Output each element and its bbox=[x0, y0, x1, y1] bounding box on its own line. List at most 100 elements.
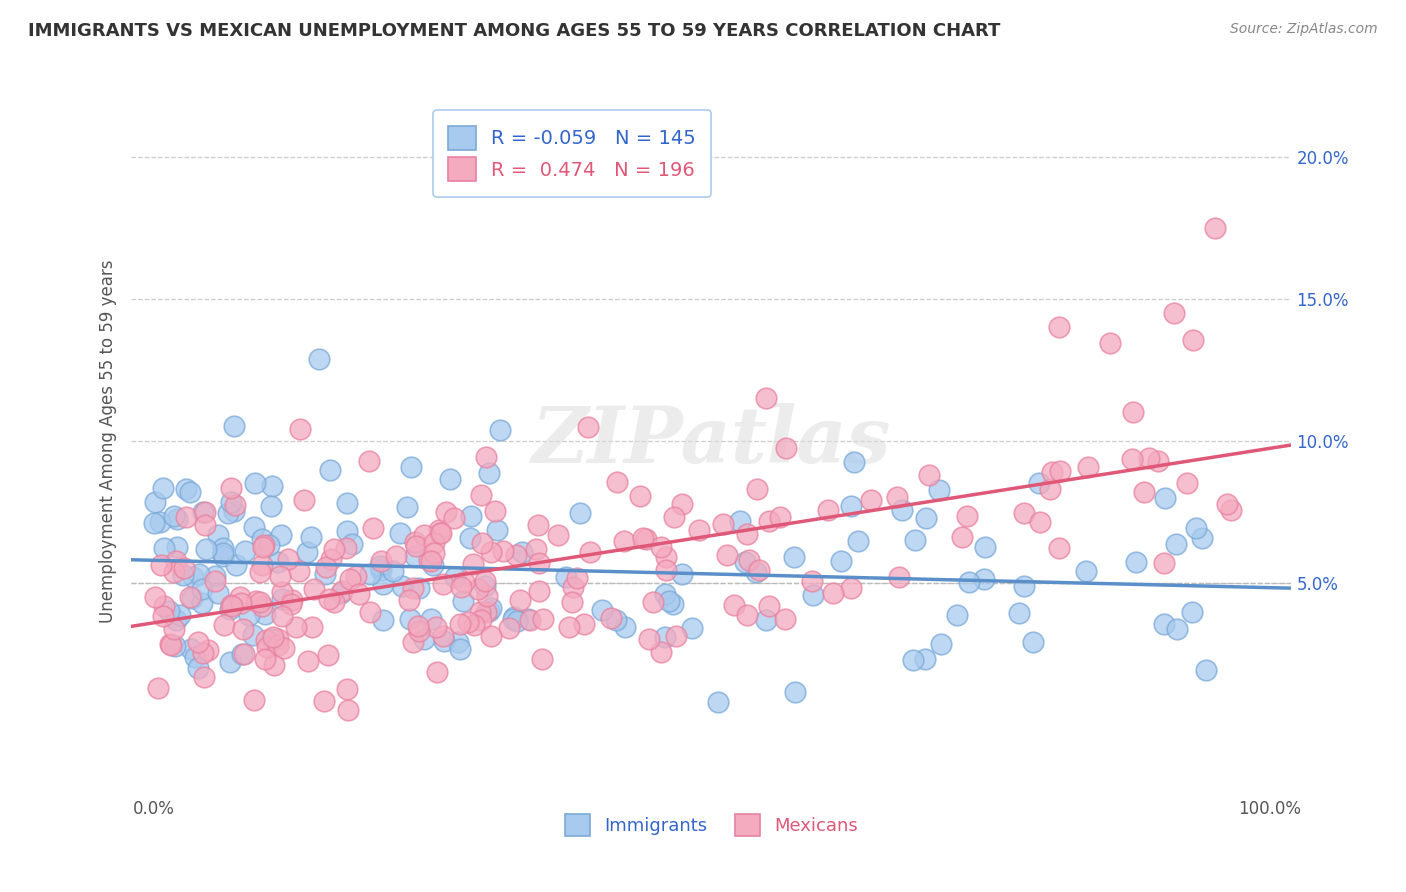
Point bbox=[723, 598, 745, 612]
Point bbox=[191, 582, 214, 596]
Point bbox=[319, 552, 342, 566]
Point bbox=[973, 572, 995, 586]
Point bbox=[1076, 565, 1098, 579]
Point bbox=[280, 597, 302, 611]
Point bbox=[471, 536, 494, 550]
Point bbox=[1012, 506, 1035, 520]
Point bbox=[174, 510, 197, 524]
Point bbox=[434, 505, 457, 519]
Point bbox=[165, 640, 187, 654]
Point bbox=[1154, 491, 1177, 505]
Point bbox=[418, 553, 440, 567]
Point bbox=[634, 532, 657, 546]
Point bbox=[929, 637, 952, 651]
Point bbox=[402, 635, 425, 649]
Point bbox=[707, 695, 730, 709]
Point bbox=[517, 612, 540, 626]
Point bbox=[510, 544, 533, 558]
Point bbox=[946, 608, 969, 623]
Point bbox=[219, 495, 242, 509]
Point bbox=[413, 632, 436, 647]
Point bbox=[470, 614, 492, 628]
Point bbox=[271, 591, 294, 606]
Text: IMMIGRANTS VS MEXICAN UNEMPLOYMENT AMONG AGES 55 TO 59 YEARS CORRELATION CHART: IMMIGRANTS VS MEXICAN UNEMPLOYMENT AMONG… bbox=[28, 22, 1001, 40]
Point bbox=[359, 606, 381, 620]
Point bbox=[450, 580, 472, 594]
Point bbox=[599, 611, 621, 625]
Point bbox=[839, 581, 862, 595]
Point bbox=[267, 632, 290, 646]
Point bbox=[474, 579, 496, 593]
Point bbox=[212, 546, 235, 560]
Point bbox=[579, 545, 602, 559]
Point bbox=[187, 661, 209, 675]
Point bbox=[336, 682, 359, 697]
Point bbox=[419, 554, 441, 568]
Point bbox=[655, 549, 678, 564]
Point bbox=[412, 528, 434, 542]
Point bbox=[821, 586, 844, 600]
Point bbox=[163, 509, 186, 524]
Point bbox=[190, 596, 212, 610]
Point bbox=[308, 352, 330, 367]
Point bbox=[249, 595, 271, 609]
Point bbox=[371, 613, 394, 627]
Point bbox=[252, 541, 274, 555]
Point bbox=[221, 481, 243, 495]
Point bbox=[783, 549, 806, 564]
Point bbox=[1147, 454, 1170, 468]
Point bbox=[1049, 464, 1071, 478]
Point bbox=[267, 638, 290, 652]
Point bbox=[758, 514, 780, 528]
Point bbox=[217, 507, 239, 521]
Point bbox=[554, 570, 576, 584]
Text: Source: ZipAtlas.com: Source: ZipAtlas.com bbox=[1230, 22, 1378, 37]
Point bbox=[505, 548, 527, 562]
Point bbox=[301, 620, 323, 634]
Point bbox=[1039, 482, 1062, 496]
Point bbox=[219, 602, 242, 616]
Point bbox=[262, 479, 284, 493]
Point bbox=[527, 557, 550, 571]
Point bbox=[734, 555, 756, 569]
Point bbox=[654, 587, 676, 601]
Point bbox=[425, 620, 447, 634]
Point bbox=[267, 555, 290, 569]
Point bbox=[524, 541, 547, 556]
Point bbox=[735, 527, 758, 541]
Point bbox=[1137, 451, 1160, 466]
Point bbox=[225, 558, 247, 572]
Point bbox=[419, 612, 441, 626]
Point bbox=[254, 652, 277, 666]
Point bbox=[973, 540, 995, 554]
Point bbox=[478, 466, 501, 480]
Point bbox=[449, 641, 471, 656]
Point bbox=[1099, 335, 1122, 350]
Point bbox=[332, 584, 354, 599]
Point bbox=[253, 538, 276, 552]
Point bbox=[576, 419, 599, 434]
Point bbox=[232, 648, 254, 662]
Point bbox=[887, 569, 910, 583]
Point bbox=[146, 681, 169, 695]
Point bbox=[716, 548, 738, 562]
Point bbox=[339, 572, 361, 586]
Point bbox=[1040, 465, 1063, 479]
Point bbox=[250, 599, 273, 613]
Point bbox=[886, 491, 908, 505]
Point bbox=[475, 605, 498, 619]
Point bbox=[281, 593, 304, 607]
Point bbox=[212, 541, 235, 555]
Point bbox=[839, 499, 862, 513]
Point bbox=[662, 510, 685, 524]
Point bbox=[744, 566, 766, 580]
Point bbox=[1195, 663, 1218, 677]
Point bbox=[323, 542, 346, 557]
Point bbox=[1077, 459, 1099, 474]
Point bbox=[370, 554, 392, 568]
Point bbox=[287, 564, 309, 578]
Point bbox=[650, 540, 672, 554]
Point bbox=[422, 558, 444, 572]
Point bbox=[184, 649, 207, 664]
Point bbox=[755, 613, 778, 627]
